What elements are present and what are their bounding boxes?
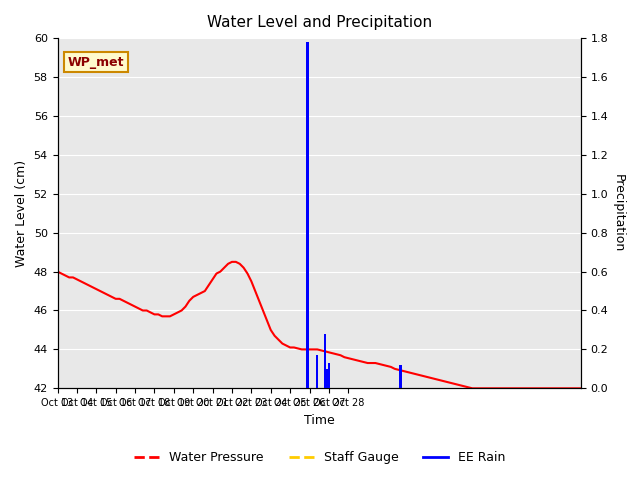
Title: Water Level and Precipitation: Water Level and Precipitation — [207, 15, 432, 30]
X-axis label: Time: Time — [304, 414, 335, 427]
Y-axis label: Water Level (cm): Water Level (cm) — [15, 160, 28, 267]
Bar — [328, 363, 330, 388]
Bar — [324, 334, 326, 388]
Bar — [316, 355, 319, 388]
Legend: Water Pressure, Staff Gauge, EE Rain: Water Pressure, Staff Gauge, EE Rain — [129, 446, 511, 469]
Bar — [399, 365, 402, 388]
Bar — [326, 369, 328, 388]
Bar — [307, 42, 308, 388]
Text: WP_met: WP_met — [68, 56, 125, 69]
Y-axis label: Precipitation: Precipitation — [612, 174, 625, 252]
